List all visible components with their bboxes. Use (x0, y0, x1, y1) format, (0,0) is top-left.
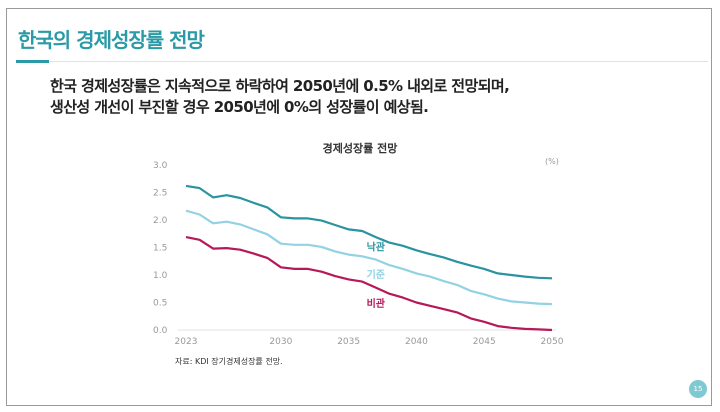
series-line-3 (185, 236, 553, 332)
slide-title: 한국의 경제성장률 전망 (18, 28, 205, 52)
series-line-1 (185, 184, 553, 280)
slide-frame (6, 8, 712, 406)
x-tick-label: 2035 (337, 337, 360, 347)
y-tick-label: 3.0 (153, 161, 168, 171)
y-tick-label: 2.5 (153, 189, 167, 199)
chart-title: 경제성장률 전망 (322, 142, 398, 155)
headline: 한국 경제성장률은 지속적으로 하락하여 2050년에 0.5% 내외로 전망되… (50, 76, 510, 118)
series-label: 비관 (367, 297, 386, 310)
headline-line-2: 생산성 개선이 부진할 경우 2050년에 0%의 성장률이 예상됨. (50, 98, 429, 116)
x-tick-label: 2045 (473, 337, 496, 347)
x-tick-label: 2050 (541, 337, 564, 347)
title-divider (16, 61, 708, 62)
source-note: 자료: KDI 장기경제성장률 전망. (175, 357, 283, 366)
series-label: 기준 (367, 268, 385, 281)
chart-unit: (%) (545, 157, 559, 166)
x-tick-label: 2023 (175, 337, 198, 347)
series-label: 낙관 (367, 240, 386, 253)
series-line-2 (185, 209, 553, 306)
y-tick-label: 0.5 (153, 299, 167, 309)
x-tick-label: 2040 (405, 337, 428, 347)
y-tick-label: 0.0 (153, 326, 168, 336)
y-tick-label: 2.0 (153, 216, 168, 226)
headline-line-1: 한국 경제성장률은 지속적으로 하락하여 2050년에 0.5% 내외로 전망되… (50, 77, 510, 95)
y-tick-label: 1.5 (153, 244, 167, 254)
page-number-badge: 15 (689, 380, 707, 398)
title-divider-accent (16, 60, 49, 63)
x-tick-label: 2030 (269, 337, 292, 347)
y-tick-label: 1.0 (153, 271, 168, 281)
